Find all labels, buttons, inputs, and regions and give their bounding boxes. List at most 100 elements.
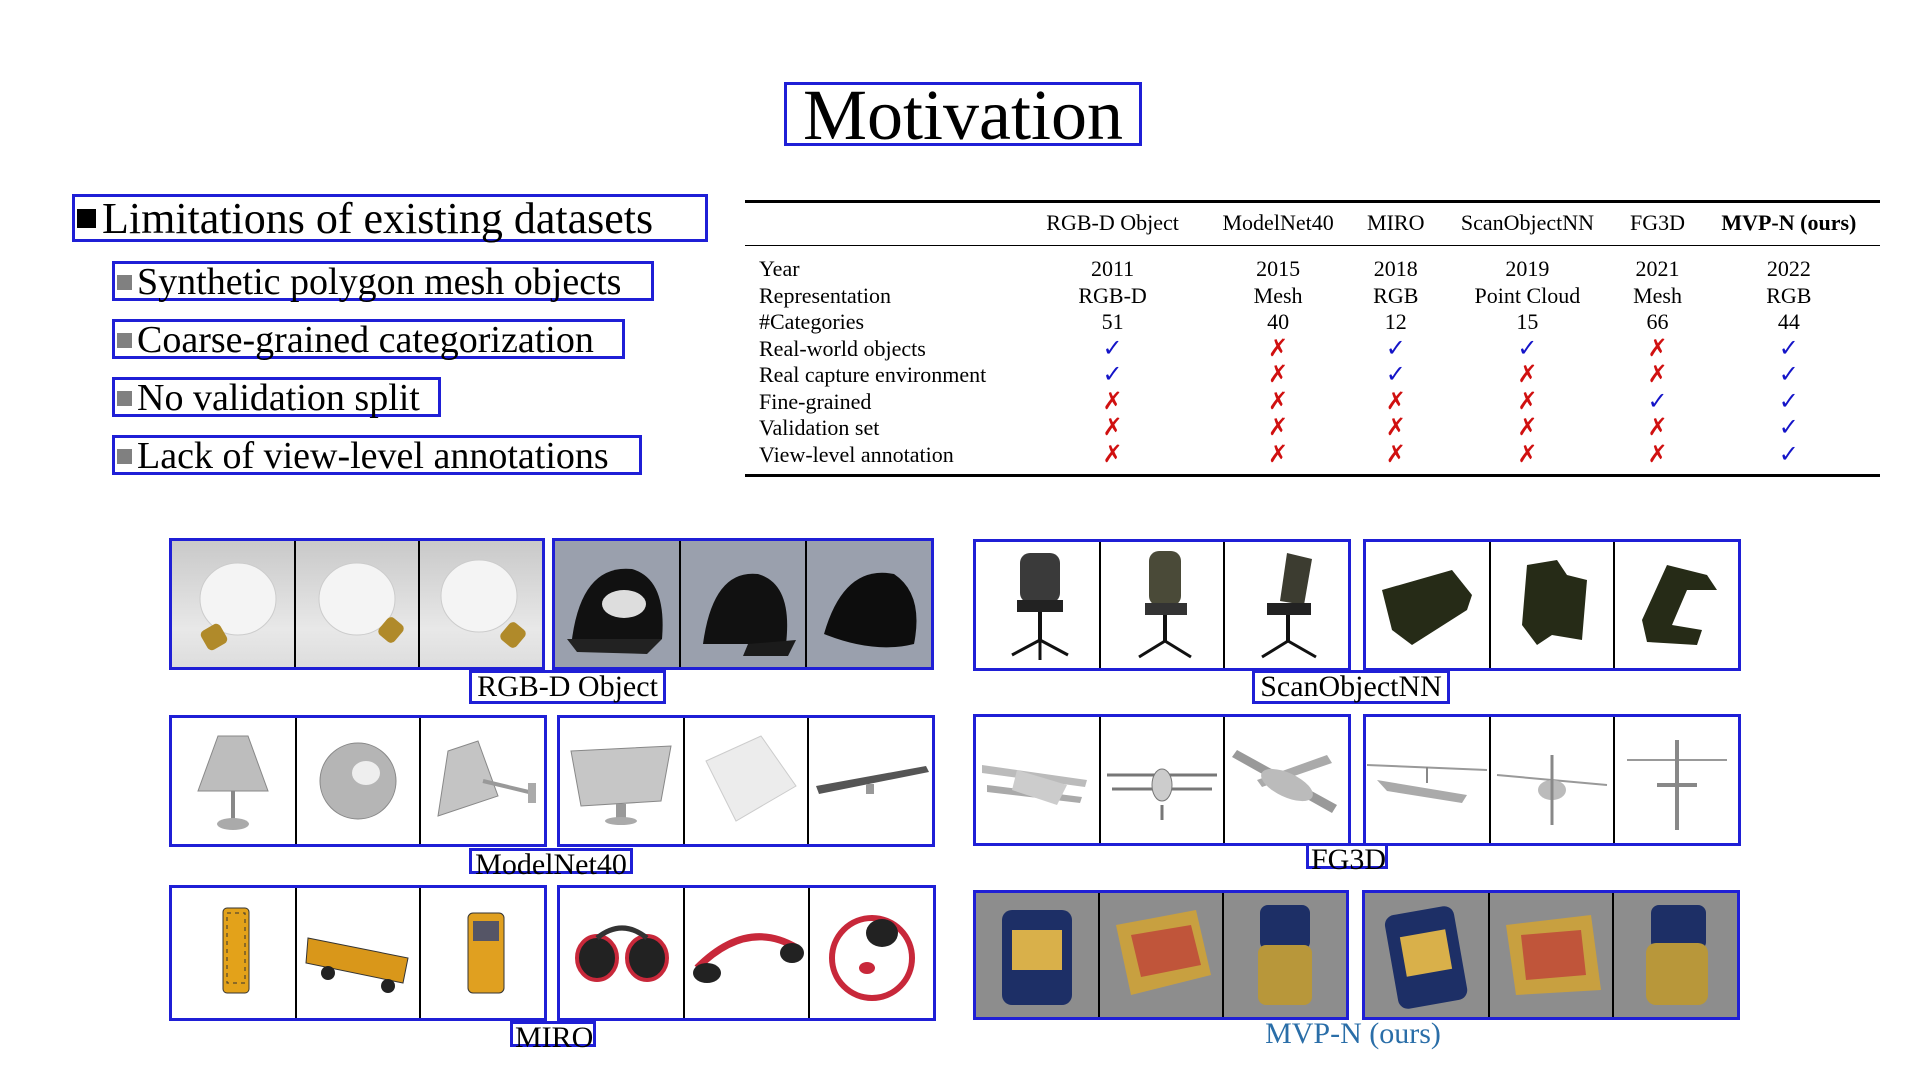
sub-bullet-icon [117,448,132,464]
table-row: Real capture environment ✓ ✗ ✓ ✗ ✗ ✓ [745,362,1880,389]
row-label: Real-world objects [759,335,926,361]
spam-view-image [976,893,1100,1017]
table-cell: ✗ [1385,415,1406,441]
spam-view-image [1224,893,1346,1017]
table-cell: ✗ [1102,388,1123,415]
table-cell: 2015 [1256,256,1301,281]
scanobjectnn-panel [973,539,1741,671]
spam-view-image [1100,893,1224,1017]
rgbd-object-panel [169,538,934,670]
slide-title: Motivation [784,79,1142,151]
mvpn-label: MVP-N (ours) [1265,1017,1441,1050]
limitation-item-text: No validation split [137,377,420,419]
table-cell: ✓ [1778,388,1799,415]
row-label: Fine-grained [759,388,872,414]
fg3d-panel [973,714,1741,846]
monitor-views [557,715,935,847]
headphone-views [557,885,936,1021]
spam-view-image [1489,893,1615,1017]
row-label: #Categories [759,309,865,334]
limitation-item: Synthetic polygon mesh objects [112,261,654,301]
lamp-view-image [172,718,297,844]
bus-view-image [172,888,297,1018]
sub-bullet-icon [117,390,132,406]
table-cell: ✗ [1385,441,1406,468]
table-header-row: RGB-D Object ModelNet40 MIRO ScanObjectN… [745,201,1880,246]
scanobjectnn-label: ScanObjectNN [1252,670,1450,704]
table-cell: ✗ [1268,362,1289,388]
chair-view-image [1225,542,1348,668]
lamp-view-image [297,718,422,844]
limitation-item-text: Synthetic polygon mesh objects [137,261,622,303]
spam-views-a [973,890,1349,1020]
headphone-view-image [560,888,685,1018]
table-row: Fine-grained ✗ ✗ ✗ ✗ ✓ ✓ [745,389,1880,416]
bulb-view-image [420,541,542,667]
modelnet40-label: ModelNet40 [469,848,633,880]
helicopter-view-image [1366,717,1491,843]
table-cell: ✓ [1778,335,1799,362]
column-header: RGB-D Object [1046,210,1179,235]
table-row: #Categories 51 40 12 15 66 44 [745,309,1880,336]
column-header: ScanObjectNN [1460,210,1595,235]
table-cell: ✗ [1517,441,1538,468]
table-cell: ✗ [1517,362,1538,388]
lamp-views [169,715,547,847]
table-cell: 15 [1516,309,1539,334]
monitor-view-image [685,718,810,844]
table-cell: 40 [1267,309,1290,334]
table-row: Year 2011 2015 2018 2019 2021 2022 [745,246,1880,283]
table-cell: ✓ [1647,388,1668,415]
table-cell: 44 [1777,309,1800,334]
limitation-item: No validation split [112,377,441,417]
biplane-view-image [1101,717,1226,843]
row-label: Validation set [759,415,880,440]
bulb-view-image [296,541,420,667]
bus-views [169,885,547,1021]
helicopter-views [1363,714,1741,846]
table-corner [745,202,1023,246]
table-cell: 2019 [1505,256,1550,281]
mvpn-panel [973,890,1740,1020]
cap-view-image [807,541,931,667]
table-view-image [1615,542,1738,668]
lamp-view-image [421,718,544,844]
table-cell: ✗ [1517,388,1538,415]
table-cell: RGB-D [1078,282,1147,308]
table-cell: 2022 [1766,256,1811,281]
table-cell: Mesh [1253,282,1303,308]
modelnet40-panel [169,715,935,847]
limitation-item: Lack of view-level annotations [112,435,642,475]
biplane-view-image [1225,717,1348,843]
cap-views [552,538,934,670]
bullet-square-icon [77,209,96,229]
table-cell: ✓ [1517,335,1538,362]
spam-view-image [1614,893,1738,1017]
bus-view-image [297,888,422,1018]
table-view-image [1491,542,1616,668]
table-cell: 66 [1646,309,1669,334]
chair-views [973,539,1351,671]
table-cell: Point Cloud [1474,282,1581,308]
monitor-view-image [809,718,932,844]
spam-views-b [1362,890,1740,1020]
table-cell: ✗ [1647,362,1668,388]
table-cell: 2011 [1090,256,1135,281]
table-cell: 12 [1384,309,1407,334]
table-cell: ✓ [1385,335,1406,362]
limitation-item: Coarse-grained categorization [112,319,625,359]
table-cell: 2018 [1373,256,1418,281]
table-cell: ✗ [1517,415,1538,441]
table-row: Real-world objects ✓ ✗ ✓ ✓ ✗ ✓ [745,336,1880,363]
miro-panel [169,885,936,1021]
table-cell: ✓ [1385,362,1406,388]
cap-view-image [681,541,807,667]
monitor-view-image [560,718,685,844]
chair-view-image [976,542,1101,668]
cap-view-image [555,541,681,667]
table-cell: ✗ [1268,388,1289,415]
rgbd-object-label: RGB-D Object [469,670,666,704]
limitations-heading: Limitations of existing datasets [72,194,708,242]
table-cell: ✓ [1778,415,1799,441]
table-cell: ✗ [1647,335,1668,362]
